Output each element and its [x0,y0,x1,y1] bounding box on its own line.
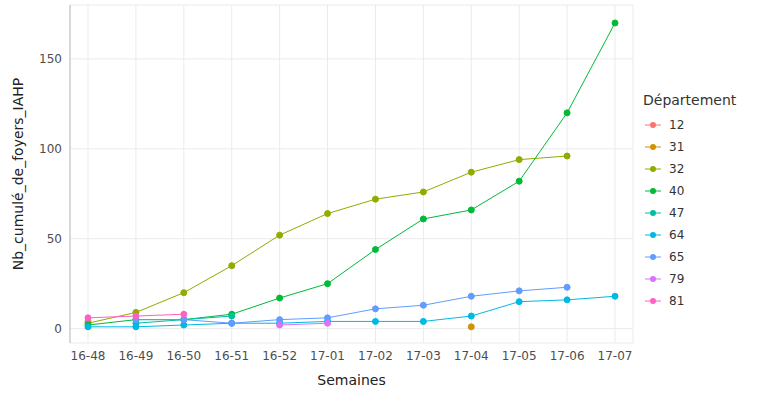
svg-text:16-49: 16-49 [118,349,153,363]
svg-text:50: 50 [47,232,62,246]
svg-text:16-48: 16-48 [71,349,106,363]
svg-text:17-02: 17-02 [358,349,393,363]
svg-text:16-50: 16-50 [166,349,201,363]
svg-text:17-04: 17-04 [454,349,489,363]
svg-text:17-06: 17-06 [550,349,585,363]
svg-text:17-03: 17-03 [406,349,441,363]
html-text:Département: Département [643,91,737,108]
html-text:79: 79 [669,271,685,286]
svg-text:17-07: 17-07 [598,349,633,363]
html-text:31: 31 [669,139,685,154]
html-text:65: 65 [669,249,685,264]
html-text:47: 47 [669,205,685,220]
html-text:12: 12 [669,117,685,132]
html-text:81: 81 [669,293,685,308]
html-text:32: 32 [669,161,685,176]
svg-text:0: 0 [54,322,62,336]
svg-text:Nb_cumulé_de_foyers_IAHP: Nb_cumulé_de_foyers_IAHP [10,78,26,271]
html-text:40: 40 [669,183,685,198]
svg-text:150: 150 [39,52,62,66]
svg-text:16-52: 16-52 [262,349,297,363]
svg-text:16-51: 16-51 [214,349,249,363]
svg-text:100: 100 [39,142,62,156]
svg-text:Semaines: Semaines [317,372,385,388]
svg-text:17-05: 17-05 [502,349,537,363]
html-text:64: 64 [669,227,685,242]
svg-text:17-01: 17-01 [310,349,345,363]
